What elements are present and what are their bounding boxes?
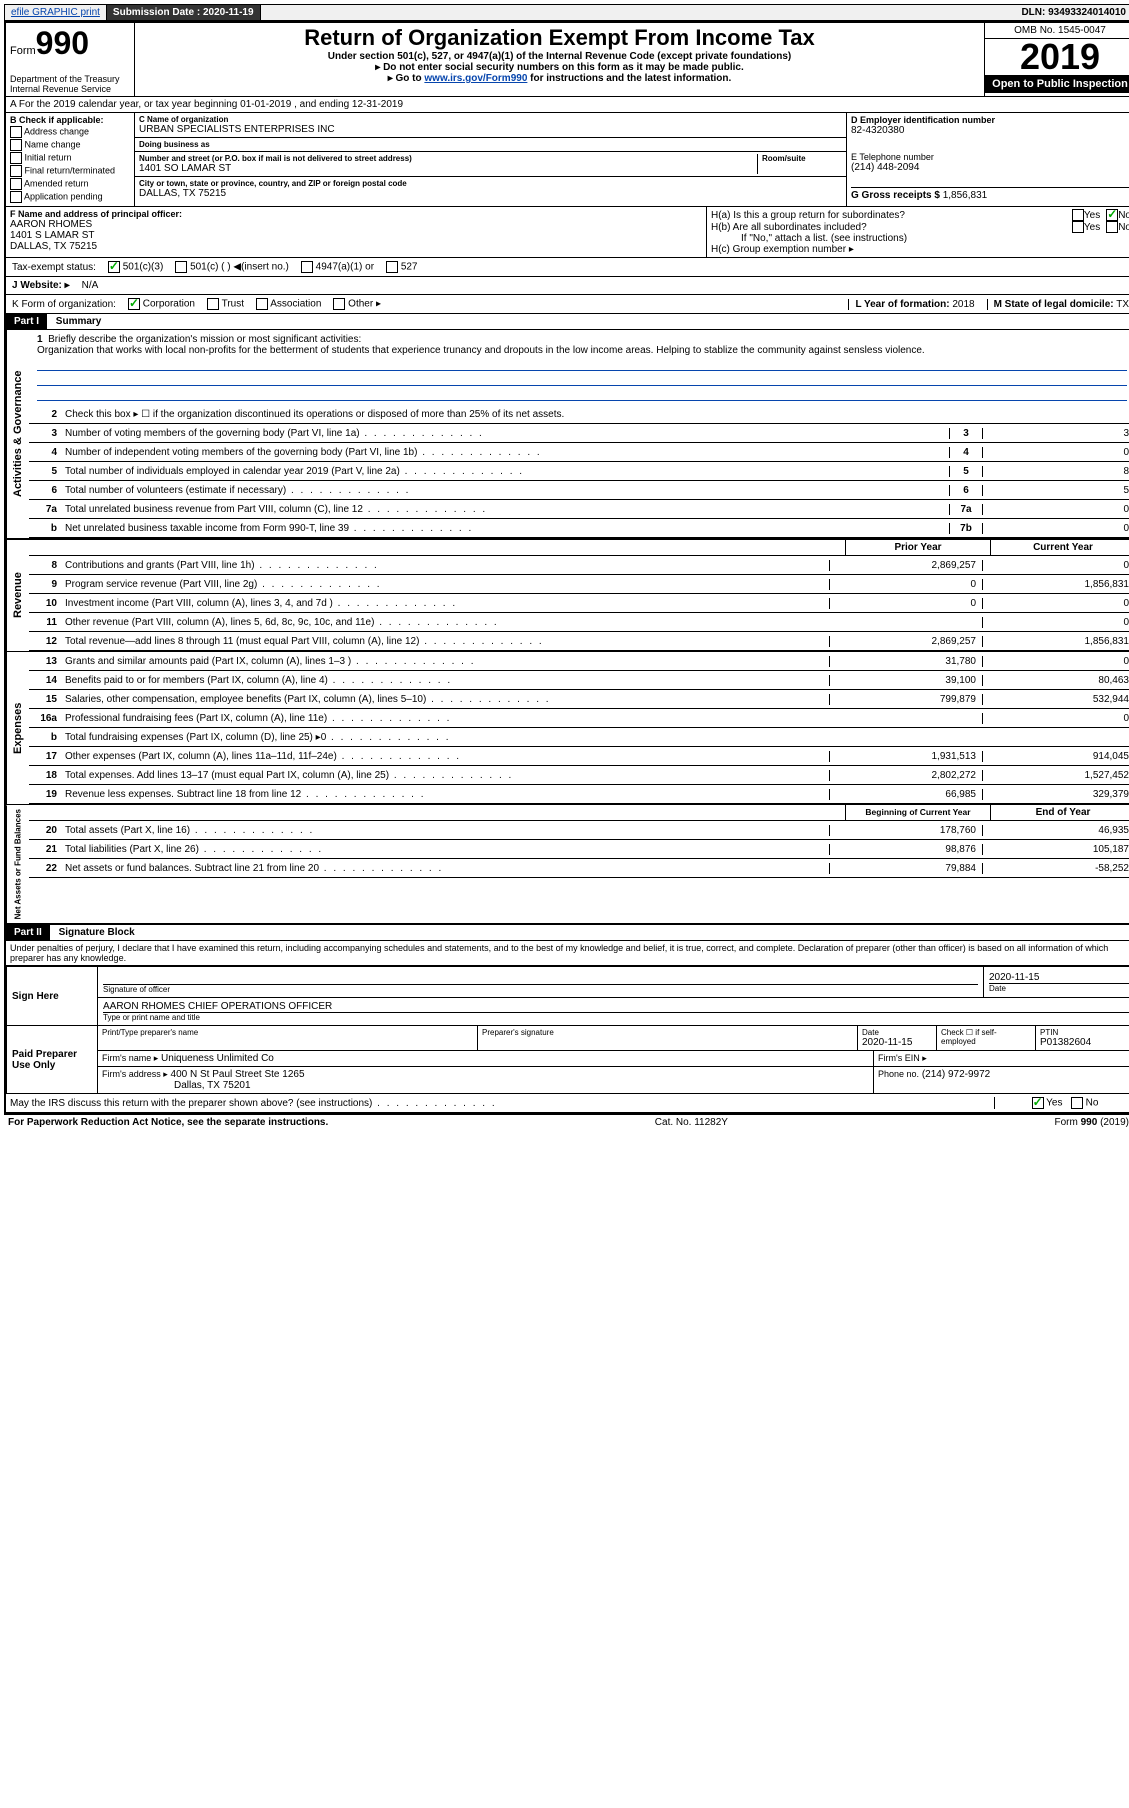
line-3: 3Number of voting members of the governi… <box>29 424 1129 443</box>
row-a-tax-year: A For the 2019 calendar year, or tax yea… <box>6 97 1129 113</box>
line-14: 14Benefits paid to or for members (Part … <box>29 671 1129 690</box>
cb-amended[interactable]: Amended return <box>10 178 130 190</box>
firm-name: Firm's name ▸ Uniqueness Unlimited Co <box>98 1051 874 1066</box>
net-assets-label: Net Assets or Fund Balances <box>6 805 29 923</box>
row-k: K Form of organization: Corporation Trus… <box>6 295 1129 314</box>
officer-name: AARON RHOMES CHIEF OPERATIONS OFFICER Ty… <box>98 998 1129 1026</box>
line-5: 5Total number of individuals employed in… <box>29 462 1129 481</box>
col-h-group: H(a) Is this a group return for subordin… <box>707 207 1129 257</box>
cb-address-change[interactable]: Address change <box>10 126 130 138</box>
line-b: bTotal fundraising expenses (Part IX, co… <box>29 728 1129 747</box>
telephone-block: E Telephone number (214) 448-2094 <box>851 152 1129 173</box>
paid-preparer-label: Paid Preparer Use Only <box>7 1026 98 1094</box>
expenses-label: Expenses <box>6 652 29 804</box>
irs-form990-link[interactable]: www.irs.gov/Form990 <box>424 73 527 84</box>
line-7a: 7aTotal unrelated business revenue from … <box>29 500 1129 519</box>
ein-block: D Employer identification number 82-4320… <box>851 115 1129 136</box>
line-4: 4Number of independent voting members of… <box>29 443 1129 462</box>
ptin: PTINP01382604 <box>1036 1026 1129 1050</box>
firm-ein: Firm's EIN ▸ <box>874 1051 1129 1066</box>
submission-date-label: Submission Date : 2020-11-19 <box>107 5 261 20</box>
top-toolbar: efile GRAPHIC print Submission Date : 20… <box>4 4 1129 21</box>
open-public-badge: Open to Public Inspection <box>985 75 1129 93</box>
begin-end-header: Beginning of Current Year End of Year <box>29 805 1129 821</box>
efile-print-link[interactable]: efile GRAPHIC print <box>5 5 107 20</box>
subtitle-3: ▸ Go to www.irs.gov/Form990 for instruct… <box>141 73 978 84</box>
line-8: 8Contributions and grants (Part VIII, li… <box>29 556 1129 575</box>
activities-governance-label: Activities & Governance <box>6 330 29 538</box>
revenue-label: Revenue <box>6 540 29 651</box>
line-15: 15Salaries, other compensation, employee… <box>29 690 1129 709</box>
line-21: 21Total liabilities (Part X, line 26)98,… <box>29 840 1129 859</box>
line-17: 17Other expenses (Part IX, column (A), l… <box>29 747 1129 766</box>
cb-final-return[interactable]: Final return/terminated <box>10 165 130 177</box>
declaration-text: Under penalties of perjury, I declare th… <box>6 941 1129 966</box>
line-11: 11Other revenue (Part VIII, column (A), … <box>29 613 1129 632</box>
line-1-mission: 1 Briefly describe the organization's mi… <box>29 330 1129 405</box>
line-22: 22Net assets or fund balances. Subtract … <box>29 859 1129 878</box>
subtitle-2: ▸ Do not enter social security numbers o… <box>141 62 978 73</box>
preparer-name-hdr: Print/Type preparer's name <box>98 1026 478 1050</box>
cb-app-pending[interactable]: Application pending <box>10 191 130 203</box>
page-footer: For Paperwork Reduction Act Notice, see … <box>4 1115 1129 1130</box>
dba-block: Doing business as <box>135 138 846 152</box>
line-10: 10Investment income (Part VIII, column (… <box>29 594 1129 613</box>
line-19: 19Revenue less expenses. Subtract line 1… <box>29 785 1129 804</box>
part-2-header: Part II Signature Block <box>6 923 1129 941</box>
line-13: 13Grants and similar amounts paid (Part … <box>29 652 1129 671</box>
subtitle-1: Under section 501(c), 527, or 4947(a)(1)… <box>141 51 978 62</box>
col-f-officer: F Name and address of principal officer:… <box>6 207 707 257</box>
line-2: 2 Check this box ▸ ☐ if the organization… <box>29 405 1129 424</box>
tax-year: 2019 <box>985 39 1129 75</box>
form-number: Form990 <box>10 25 130 62</box>
dln: DLN: 93493324014010 <box>1015 5 1129 20</box>
line-6: 6Total number of volunteers (estimate if… <box>29 481 1129 500</box>
col-b-checkboxes: B Check if applicable: Address change Na… <box>6 113 135 206</box>
cb-initial-return[interactable]: Initial return <box>10 152 130 164</box>
line-12: 12Total revenue—add lines 8 through 11 (… <box>29 632 1129 651</box>
form-title: Return of Organization Exempt From Incom… <box>141 25 978 51</box>
self-employed-check[interactable]: Check ☐ if self-employed <box>937 1026 1036 1050</box>
prior-current-header: Prior Year Current Year <box>29 540 1129 556</box>
website-row: J Website: ▸ N/A <box>6 277 1129 295</box>
part-1-header: Part I Summary <box>6 314 1129 330</box>
firm-phone: Phone no. (214) 972-9972 <box>874 1067 1129 1093</box>
firm-address: Firm's address ▸ 400 N St Paul Street St… <box>98 1067 874 1093</box>
preparer-sig-hdr: Preparer's signature <box>478 1026 858 1050</box>
city-block: City or town, state or province, country… <box>135 177 846 201</box>
org-name-block: C Name of organization URBAN SPECIALISTS… <box>135 113 846 138</box>
tax-exempt-status: Tax-exempt status: 501(c)(3) 501(c) ( ) … <box>6 258 1129 277</box>
cb-name-change[interactable]: Name change <box>10 139 130 151</box>
line-16a: 16aProfessional fundraising fees (Part I… <box>29 709 1129 728</box>
line-9: 9Program service revenue (Part VIII, lin… <box>29 575 1129 594</box>
irs-discuss-row: May the IRS discuss this return with the… <box>6 1094 1129 1113</box>
signature-of-officer: Signature of officer <box>98 967 984 998</box>
address-block: Number and street (or P.O. box if mail i… <box>135 152 846 177</box>
line-b: bNet unrelated business taxable income f… <box>29 519 1129 538</box>
sign-here-label: Sign Here <box>7 967 98 1026</box>
line-18: 18Total expenses. Add lines 13–17 (must … <box>29 766 1129 785</box>
prep-date: Date2020-11-15 <box>858 1026 937 1050</box>
gross-receipts: G Gross receipts $ 1,856,831 <box>851 187 1129 201</box>
line-20: 20Total assets (Part X, line 16)178,7604… <box>29 821 1129 840</box>
form-header: Form990 Department of the Treasury Inter… <box>6 23 1129 97</box>
sign-date: 2020-11-15 Date <box>984 967 1129 998</box>
dept-label: Department of the Treasury Internal Reve… <box>10 74 130 94</box>
